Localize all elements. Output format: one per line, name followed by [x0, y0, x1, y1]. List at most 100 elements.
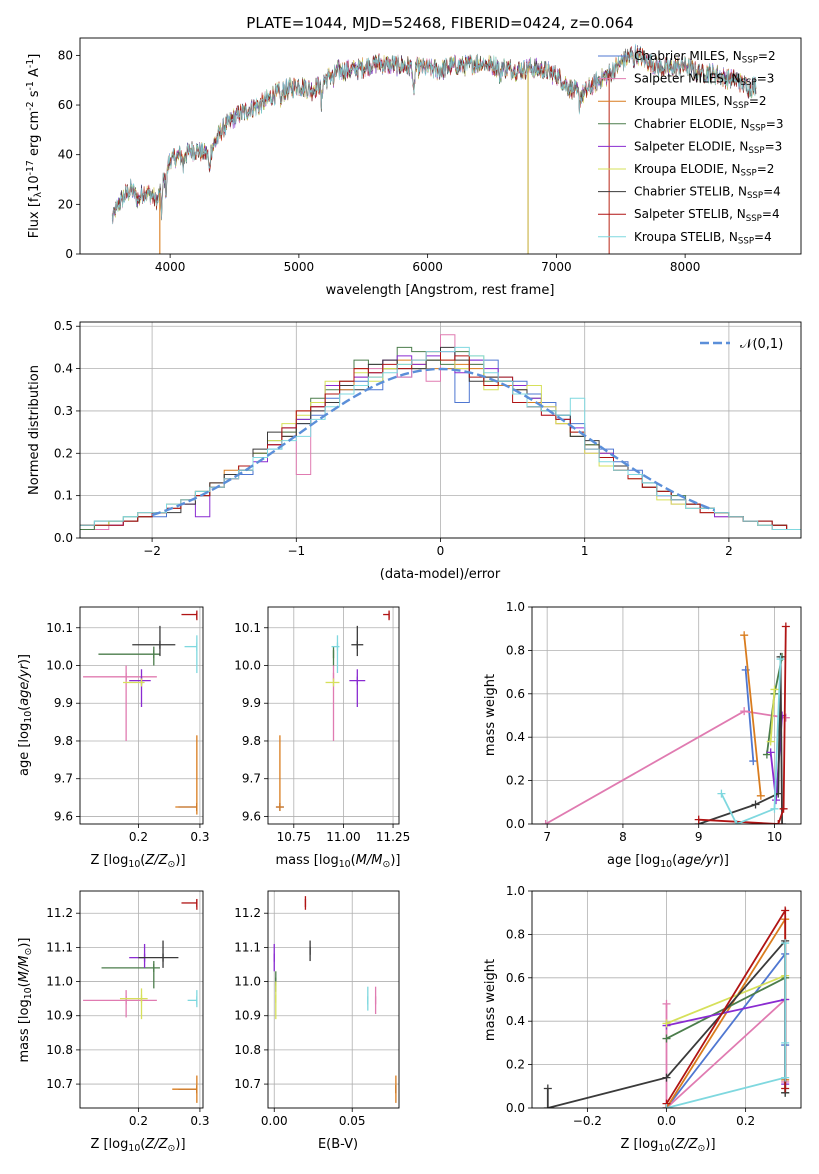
mass-weight-marker: [774, 820, 783, 824]
mass-weight-series-line: [666, 943, 787, 1108]
y-tick-label: 0.1: [54, 489, 73, 503]
errorbar-point: [175, 735, 198, 815]
errorbar-point: [325, 678, 340, 687]
y-tick-label: 11.2: [46, 906, 73, 920]
y-tick-label: 0.0: [54, 531, 73, 545]
mass-weight-series-line: [720, 659, 782, 824]
mass-weight-marker: [781, 939, 790, 948]
y-tick-label: 0.2: [506, 1058, 525, 1072]
mass-weight-marker: [662, 1034, 671, 1043]
mass-weight-series-line: [665, 951, 787, 1108]
x-tick-label: 11.00: [326, 830, 360, 844]
histogram-series: [80, 346, 801, 538]
grid: [268, 891, 399, 1108]
errorbar-point: [187, 990, 198, 1008]
mass-vs-z-points: [83, 898, 198, 1103]
y-tick-label: 0.4: [506, 730, 525, 744]
legend-label: Kroupa MILES, NSSP​=2: [634, 94, 767, 111]
y-tick-label: 0.5: [54, 319, 73, 333]
axis-ticks: 10.75 11.00 11.25 9.6 9.7 9.8 9.9 10.0 10.1: [234, 621, 410, 844]
y-axis-label: mass weight: [483, 959, 498, 1041]
mass-weight-marker: [543, 1104, 552, 1108]
x-axis-label: Z [log10​(Z/Z⊙​)]: [620, 1137, 715, 1154]
legend-label: 𝒩(0,1): [740, 337, 783, 352]
y-tick-label: 10.0: [234, 658, 261, 672]
y-tick-label: 9.9: [242, 696, 261, 710]
legend-label: Chabrier MILES, NSSP​=2: [634, 49, 776, 66]
mass-weight-marker: [749, 757, 758, 766]
y-tick-label: 0.2: [54, 446, 73, 460]
axis-ticks: 0.2 0.3 10.7 10.8 10.9 11.0 11.1 11.2: [46, 906, 209, 1128]
y-tick-label: 0.6: [506, 687, 525, 701]
axis-ticks: 0.00 0.05 10.7 10.8 10.9 11.0 11.1 11.2: [234, 906, 365, 1128]
spectrum-series-line: [111, 43, 757, 225]
mass-vs-ebv-panel: 0.00 0.05 10.7 10.8 10.9 11.0 11.1 11.2 E(B-V): [234, 890, 400, 1152]
y-axis-label: Normed distribution: [27, 365, 42, 495]
y-tick-label: 0.3: [54, 404, 73, 418]
mass-weight-marker: [543, 1084, 552, 1093]
y-tick-label: 9.6: [54, 809, 73, 823]
mass-weight-marker: [779, 804, 788, 813]
mass-vs-z-panel: 0.2 0.3 10.7 10.8 10.9 11.0 11.1 11.2 Z [log10​(…: [17, 890, 209, 1154]
x-tick-label: 0.00: [261, 1114, 288, 1128]
legend-label: Salpeter ELODIE, NSSP​=3: [634, 139, 782, 156]
y-tick-label: 0.2: [506, 774, 525, 788]
normal-reference-curve: [151, 367, 715, 517]
axes-frame: [79, 890, 204, 1109]
y-tick-label: 9.8: [242, 734, 261, 748]
mass-weight-marker: [778, 820, 787, 824]
axes-frame: [79, 37, 802, 255]
errorbar-point: [98, 646, 160, 666]
errorbar-point: [383, 610, 390, 621]
mass-weight-marker: [781, 1038, 790, 1047]
axes-frame: [79, 606, 204, 825]
x-axis-label: Z [log10​(Z/Z⊙​)]: [90, 1137, 185, 1154]
age-vs-z-plot-area: [83, 610, 198, 815]
mass-weight-marker: [781, 1073, 790, 1082]
y-tick-label: 1.0: [506, 884, 525, 898]
y-tick-label: 10.0: [46, 658, 73, 672]
axes-frame: [267, 890, 400, 1109]
y-tick-label: 0.0: [506, 817, 525, 831]
mass-weight-series-line: [743, 635, 762, 796]
y-tick-label: 11.1: [234, 940, 261, 954]
mass-weight-marker: [732, 820, 741, 824]
mass-weight-marker: [756, 791, 765, 800]
residuals-plot-area: [80, 334, 801, 538]
y-tick-label: 9.9: [54, 696, 73, 710]
errorbar-point: [101, 961, 160, 989]
axis-ticks: −2 −1 0 1 2 0.0 0.1 0.2 0.3 0.4 0.5: [54, 319, 733, 558]
age-vs-mass-plot-area: [275, 610, 390, 812]
y-axis-label: Flux [fλ​10-17​ erg cm-2​ s-1​ A-1​]: [25, 54, 44, 239]
x-tick-label: 10: [767, 830, 782, 844]
x-tick-label: 8: [619, 830, 627, 844]
legend-label: Salpeter MILES, NSSP​=3: [634, 72, 774, 89]
errorbar-point: [172, 1075, 198, 1103]
x-axis-label: age [log10​(age/yr)]: [607, 853, 729, 870]
x-tick-label: 7000: [541, 260, 572, 274]
errorbar-point: [129, 669, 151, 708]
legend-label: Chabrier ELODIE, NSSP​=3: [634, 117, 783, 134]
axis-ticks: 7 8 9 10 0.0 0.2 0.4 0.6 0.8 1.0: [506, 600, 782, 844]
mass-weight-marker: [740, 707, 749, 716]
mass-weight-marker: [541, 820, 550, 824]
errorbar-point: [138, 940, 179, 968]
y-tick-label: 10.7: [234, 1077, 261, 1091]
x-axis-label: Z [log10​(Z/Z⊙​)]: [90, 853, 185, 870]
y-tick-label: 0.4: [54, 362, 73, 376]
y-axis-label: mass weight: [483, 674, 498, 756]
y-tick-label: 11.1: [46, 940, 73, 954]
y-tick-label: 11.2: [234, 906, 261, 920]
x-tick-label: 4000: [155, 260, 186, 274]
y-tick-label: 10.9: [46, 1009, 73, 1023]
y-tick-label: 10.8: [234, 1043, 261, 1057]
axes-frame: [531, 890, 802, 1109]
histogram-steps: [80, 334, 801, 538]
figure-title: PLATE=1044, MJD=52468, FIBERID=0424, z=0…: [246, 14, 633, 32]
errorbar-point: [275, 735, 284, 812]
x-tick-label: −1: [287, 544, 305, 558]
x-tick-label: 9: [695, 830, 703, 844]
x-tick-label: 0.3: [190, 1114, 209, 1128]
age-vs-z-points: [83, 610, 198, 815]
